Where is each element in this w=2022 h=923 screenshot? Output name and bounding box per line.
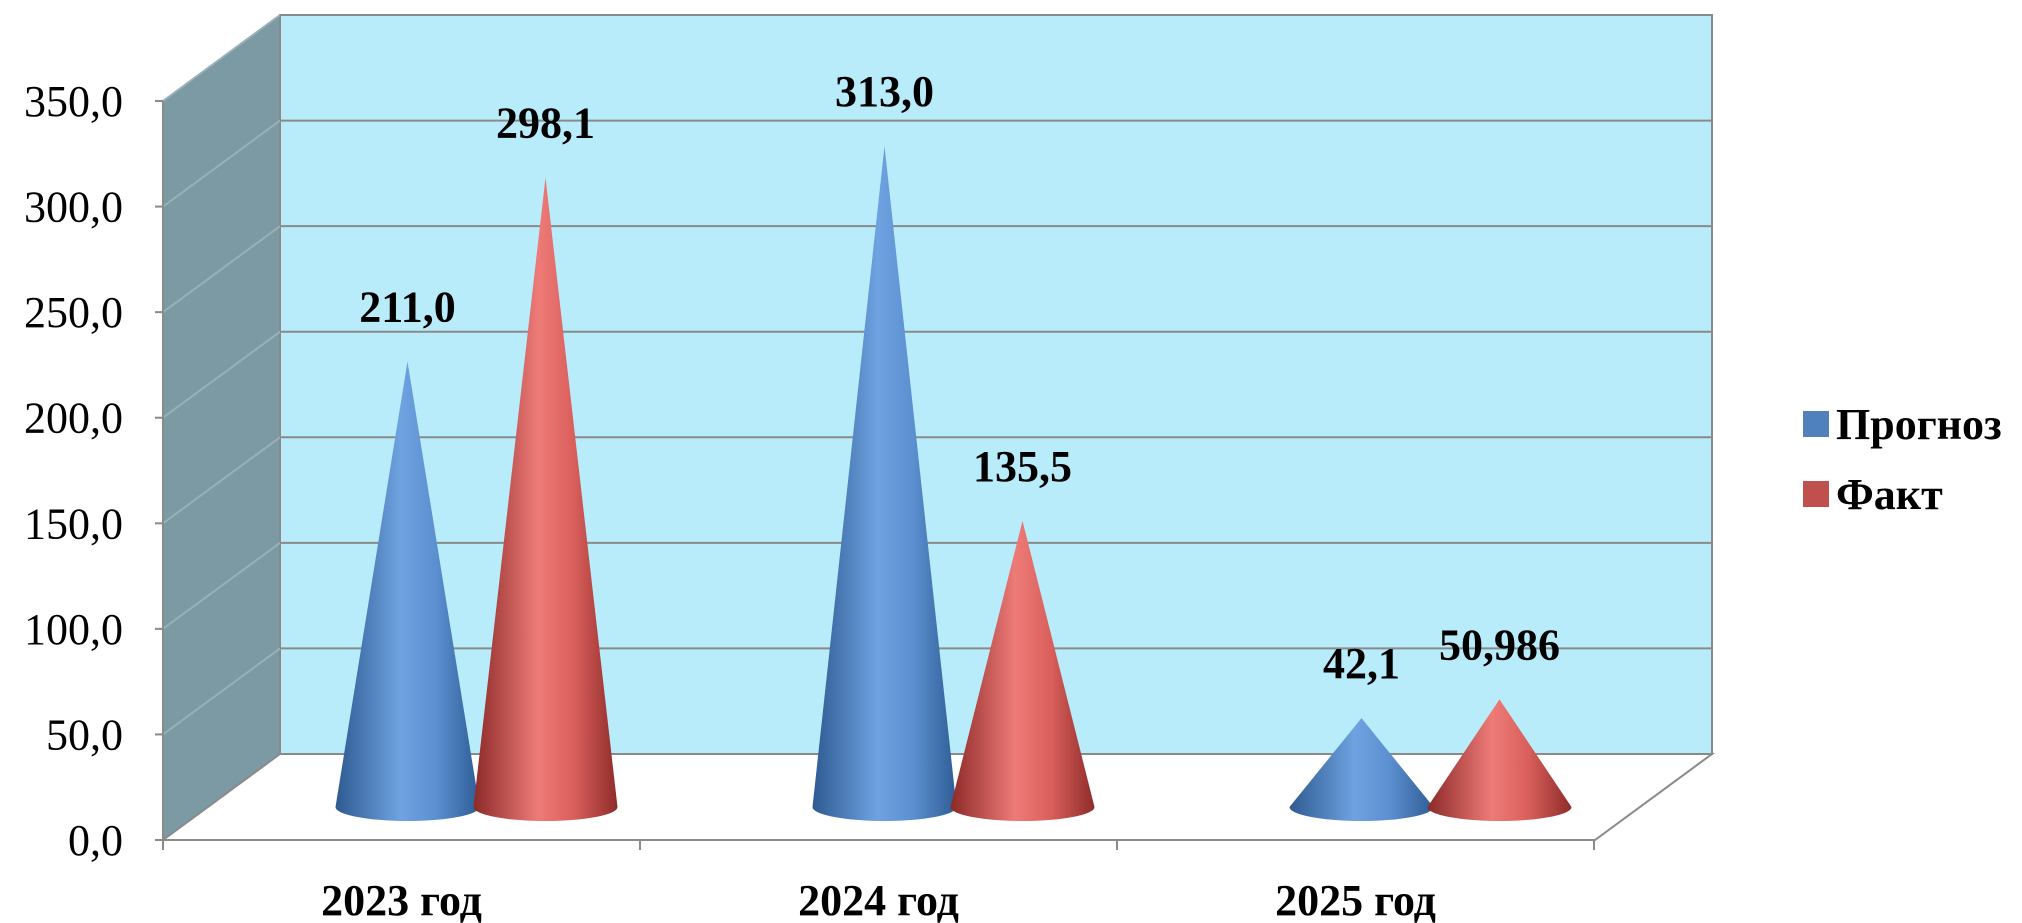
side-wall xyxy=(163,15,280,840)
cones xyxy=(335,146,1572,822)
cone-body xyxy=(473,177,618,822)
data-label: 313,0 xyxy=(835,67,934,116)
legend-item: Прогноз xyxy=(1803,400,2002,449)
cone-body xyxy=(335,361,480,822)
side-gridline xyxy=(162,14,281,102)
x-category-label: 2024 год xyxy=(798,876,959,923)
data-label: 211,0 xyxy=(359,282,456,331)
y-tick-label: 50,0 xyxy=(46,710,123,759)
legend-label: Факт xyxy=(1836,470,1943,519)
x-axis: 2023 год 2024 год 2025 год xyxy=(162,839,1595,923)
legend-swatch xyxy=(1803,481,1829,507)
legend-swatch xyxy=(1803,411,1829,437)
legend-label: Прогноз xyxy=(1836,400,2002,449)
x-category-label: 2025 год xyxy=(1275,876,1436,923)
legend-item: Факт xyxy=(1803,470,1943,519)
y-tick-label: 350,0 xyxy=(24,77,123,126)
cone-body xyxy=(812,146,957,822)
side-gridline xyxy=(162,647,281,736)
side-gridline xyxy=(162,542,281,630)
data-label: 135,5 xyxy=(973,442,1072,491)
y-tick-label: 100,0 xyxy=(24,605,123,654)
cone-fact xyxy=(473,177,618,822)
y-tick-label: 250,0 xyxy=(24,288,123,337)
side-gridline xyxy=(162,119,281,208)
x-category-label: 2023 год xyxy=(321,876,482,923)
cone-forecast xyxy=(335,361,480,822)
cone-forecast xyxy=(1289,718,1434,822)
side-gridline xyxy=(162,225,281,313)
y-tick-label: 200,0 xyxy=(24,394,123,443)
data-label: 298,1 xyxy=(496,99,595,148)
cone-fact xyxy=(1427,699,1572,822)
y-axis: 0,0 50,0 100,0 150,0 200,0 250,0 300,0 350,0 xyxy=(24,77,164,865)
y-tick-label: 300,0 xyxy=(24,183,123,232)
legend: Прогноз Факт xyxy=(1803,400,2002,519)
y-tick-label: 0,0 xyxy=(68,816,123,865)
cone-body xyxy=(950,520,1095,822)
cone-body xyxy=(1289,718,1434,822)
cone-fact xyxy=(950,520,1095,822)
data-labels: 211,0 298,1 313,0 135,5 42,1 50,986 xyxy=(359,67,1560,688)
data-label: 50,986 xyxy=(1439,620,1560,669)
cone-forecast xyxy=(812,146,957,822)
cone-body xyxy=(1427,699,1572,822)
side-gridline xyxy=(162,330,281,419)
y-tick-label: 150,0 xyxy=(24,499,123,548)
data-label: 42,1 xyxy=(1323,639,1400,688)
side-gridline xyxy=(162,436,281,525)
